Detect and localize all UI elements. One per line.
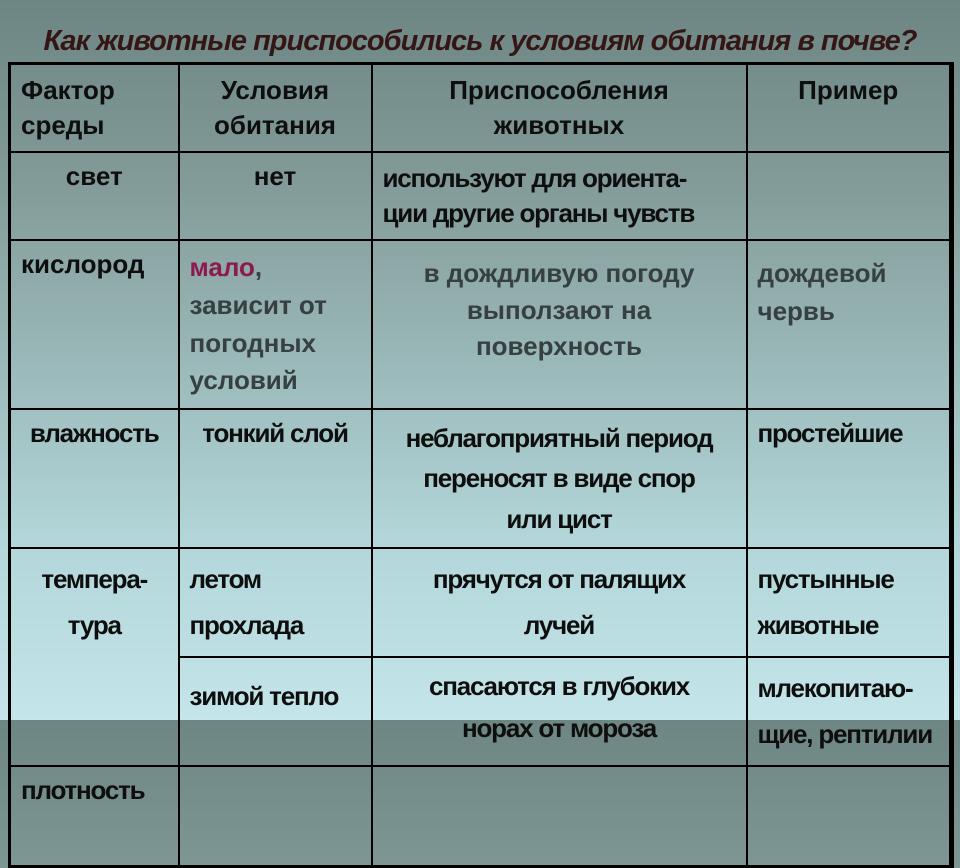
humidity-example-cell: простейшие bbox=[745, 408, 954, 550]
oxygen-example-cell: дождевой червь bbox=[745, 239, 954, 411]
oxygen-conditions-rest: , зависит от погодных условий bbox=[189, 252, 327, 396]
header-adaptations-label: Приспособления животных bbox=[449, 75, 669, 141]
oxygen-adaptation-cell: в дождливую погоду выползают на поверхно… bbox=[370, 239, 748, 411]
table-row-density: плотность bbox=[8, 765, 954, 868]
oxygen-conditions-accent: мало bbox=[189, 252, 255, 283]
light-conditions-cell: нет bbox=[177, 151, 373, 242]
humidity-factor: влажность bbox=[29, 418, 160, 449]
oxygen-example: дождевой червь bbox=[757, 258, 887, 327]
temperature-factor-cell: темпера- тура bbox=[8, 547, 180, 768]
table-header-row: Фактор среды Условия обитания Приспособл… bbox=[8, 62, 954, 154]
temperature-winter-adaptation: спасаются в глубоких норах от мороза bbox=[428, 671, 690, 743]
header-conditions-label: Условия обитания bbox=[214, 75, 336, 141]
adaptation-table: Фактор среды Условия обитания Приспособл… bbox=[8, 62, 954, 868]
temperature-winter-conditions: зимой тепло bbox=[189, 681, 340, 712]
humidity-example: простейшие bbox=[757, 418, 904, 449]
table-row-light: свет нет используют для ориента- ции дру… bbox=[8, 151, 954, 242]
density-conditions-cell bbox=[177, 765, 373, 868]
density-adaptation-cell bbox=[370, 765, 748, 868]
temperature-winter-adaptation-cell: спасаются в глубоких норах от мороза bbox=[370, 656, 748, 768]
density-example-cell bbox=[745, 765, 954, 868]
oxygen-factor: кислород bbox=[21, 249, 145, 280]
humidity-adaptation: неблагоприятный период переносят в виде … bbox=[405, 423, 714, 534]
oxygen-conditions: мало, зависит от погодных условий bbox=[190, 249, 361, 400]
light-adaptation: используют для ориента- ции другие орган… bbox=[382, 163, 696, 229]
light-factor-cell: свет bbox=[8, 151, 180, 242]
oxygen-factor-cell: кислород bbox=[8, 239, 180, 411]
light-conditions: нет bbox=[253, 161, 297, 192]
slide-title: Как животные приспособились к условиям о… bbox=[43, 25, 918, 57]
oxygen-conditions-cell: мало, зависит от погодных условий bbox=[177, 239, 373, 411]
humidity-adaptation-cell: неблагоприятный период переносят в виде … bbox=[370, 408, 748, 550]
table-row-humidity: влажность тонкий слой неблагоприятный пе… bbox=[8, 408, 954, 550]
header-factor: Фактор среды bbox=[8, 62, 180, 154]
humidity-conditions-cell: тонкий слой bbox=[177, 408, 373, 550]
temperature-summer-adaptation: прячутся от палящих лучей bbox=[432, 564, 686, 640]
header-conditions: Условия обитания bbox=[177, 62, 373, 154]
table-row-temperature-summer: темпера- тура летом прохлада прячутся от… bbox=[8, 547, 954, 768]
density-factor: плотность bbox=[21, 775, 146, 806]
oxygen-adaptation: в дождливую погоду выползают на поверхно… bbox=[423, 258, 695, 362]
humidity-conditions: тонкий слой bbox=[202, 418, 349, 449]
temperature-summer-conditions-cell: летом прохлада bbox=[177, 547, 373, 659]
header-adaptations: Приспособления животных bbox=[370, 62, 748, 154]
header-example: Пример bbox=[745, 62, 954, 154]
temperature-factor: темпера- тура bbox=[41, 564, 148, 640]
header-example-label: Пример bbox=[798, 75, 899, 105]
table-row-oxygen: кислород мало, зависит от погодных услов… bbox=[8, 239, 954, 411]
density-factor-cell: плотность bbox=[8, 765, 180, 868]
temperature-summer-example: пустынные животные bbox=[757, 564, 895, 640]
light-example-cell bbox=[745, 151, 954, 242]
light-factor: свет bbox=[65, 161, 123, 192]
temperature-summer-example-cell: пустынные животные bbox=[745, 547, 954, 659]
temperature-summer-conditions: летом прохлада bbox=[189, 564, 305, 640]
slide-title-bar: Как животные приспособились к условиям о… bbox=[0, 0, 960, 62]
header-factor-label: Фактор среды bbox=[21, 75, 115, 141]
humidity-factor-cell: влажность bbox=[8, 408, 180, 550]
temperature-winter-example-cell: млекопитаю- щие, рептилии bbox=[745, 656, 954, 768]
temperature-winter-example: млекопитаю- щие, рептилии bbox=[757, 673, 934, 749]
light-adaptation-cell: используют для ориента- ции другие орган… bbox=[370, 151, 748, 242]
temperature-winter-conditions-cell: зимой тепло bbox=[177, 656, 373, 768]
temperature-summer-adaptation-cell: прячутся от палящих лучей bbox=[370, 547, 748, 659]
